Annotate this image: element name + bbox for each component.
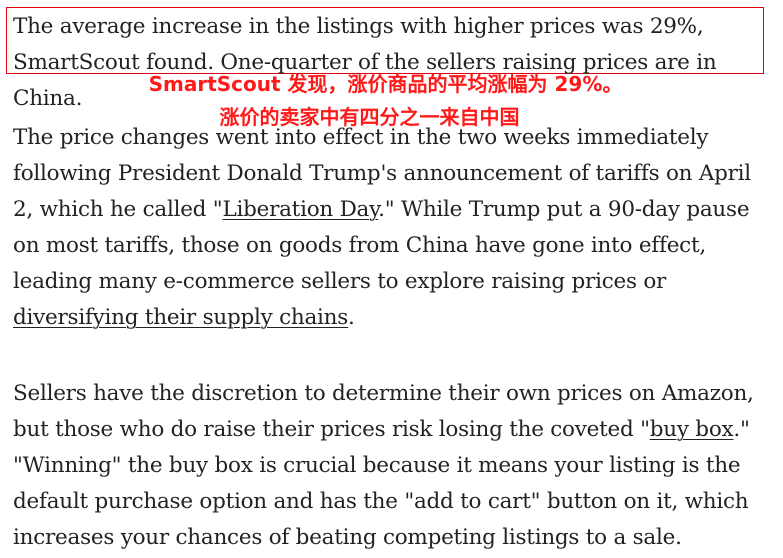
buy-box-link[interactable]: buy box xyxy=(649,417,734,442)
highlighted-paragraph: The average increase in the listings wit… xyxy=(13,9,775,117)
body-paragraph: Sellers have the discretion to determine… xyxy=(13,376,775,556)
paragraph-text: . xyxy=(348,305,355,330)
body-paragraph: The price changes went into effect in th… xyxy=(13,120,775,336)
translation-annotation-line1: SmartScout 发现，涨价商品的平均涨幅为 29%。 xyxy=(148,72,623,96)
liberation-day-link[interactable]: Liberation Day xyxy=(222,197,379,222)
paragraph-text: The price changes went into effect in th… xyxy=(13,125,751,222)
paragraph-text: ." "Winning" the buy box is crucial beca… xyxy=(13,417,750,550)
supply-chains-link[interactable]: diversifying their supply chains xyxy=(13,305,349,330)
paragraph-text: ." While Trump put a 90-day pause on mos… xyxy=(13,197,750,294)
paragraph-text: Sellers have the discretion to determine… xyxy=(13,381,754,442)
paragraph-text: The average increase in the listings wit… xyxy=(13,14,717,111)
highlight-box xyxy=(6,7,764,74)
translation-annotation-line2: 涨价的卖家中有四分之一来自中国 xyxy=(219,105,520,129)
